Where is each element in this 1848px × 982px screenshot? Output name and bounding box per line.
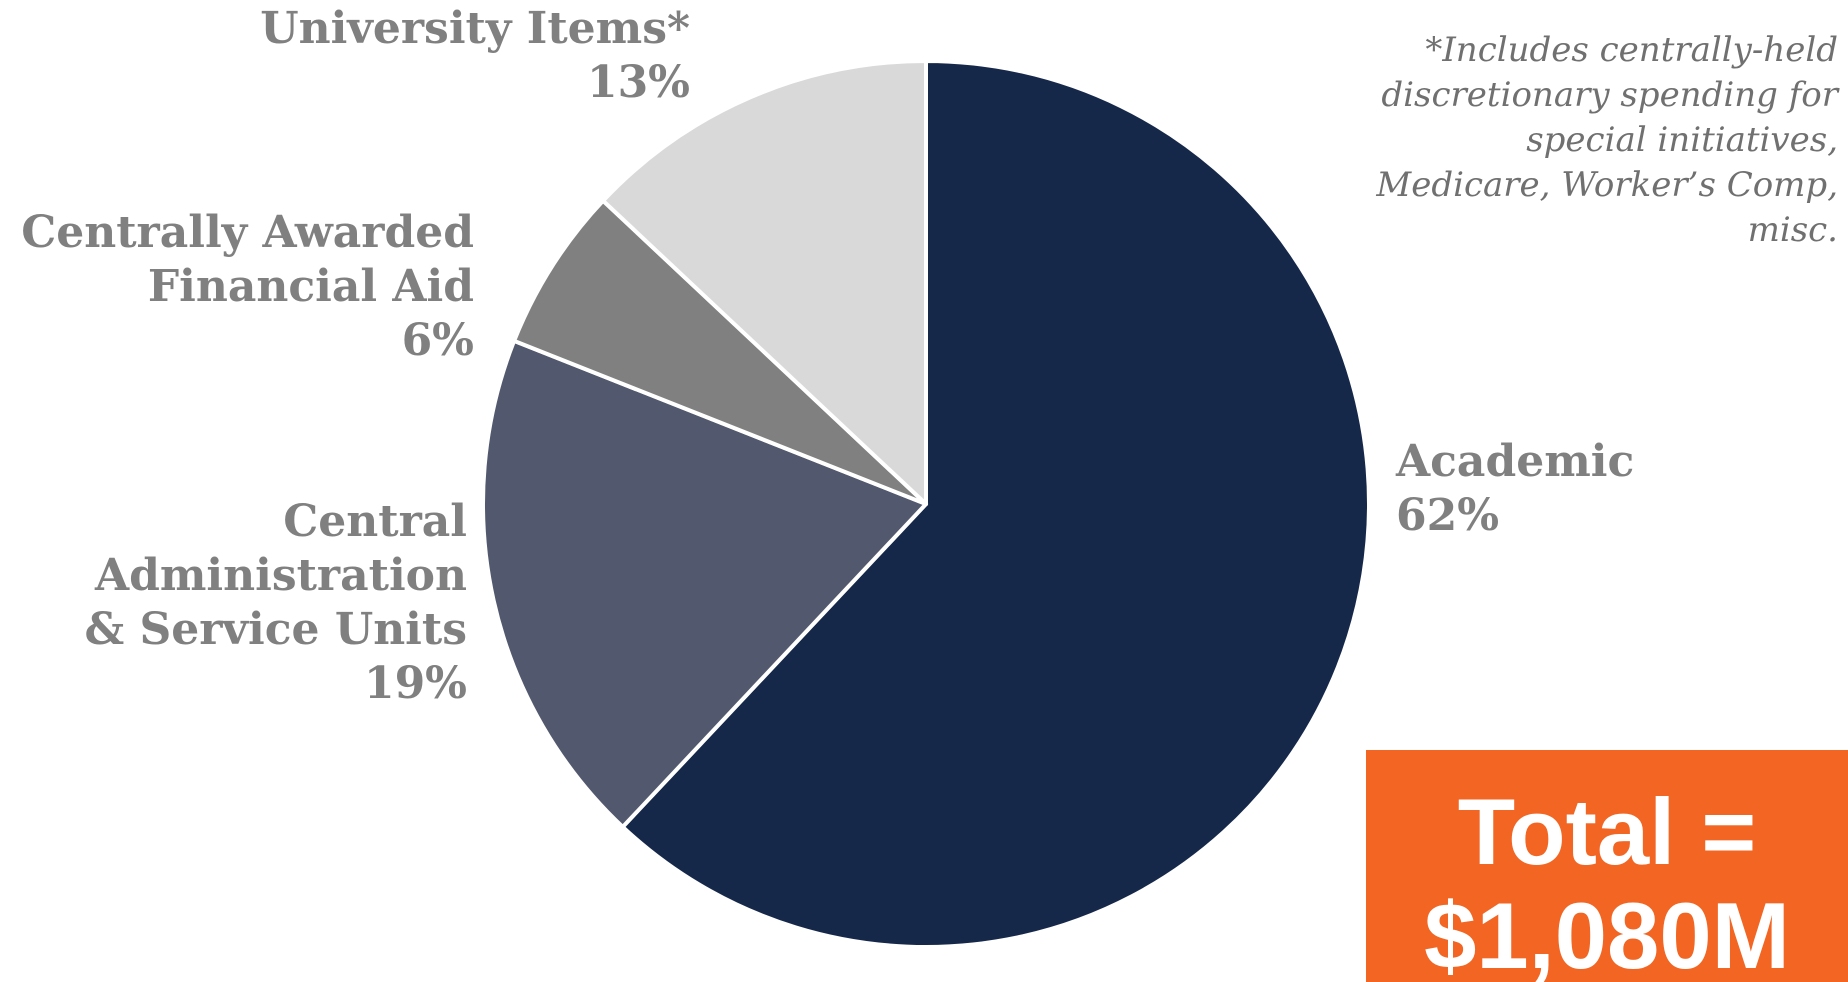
- total-label: Total =: [1457, 779, 1757, 884]
- slice-label-university-items-name: University Items*: [260, 3, 690, 54]
- slice-label-university-items-percent: 13%: [586, 57, 690, 108]
- slice-label-academic-percent: 62%: [1396, 490, 1500, 541]
- slice-label-financial-aid-name-line2: Financial Aid: [147, 261, 474, 312]
- slice-label-central-administration-name-line1: Central: [283, 496, 467, 547]
- slice-label-financial-aid-percent: 6%: [401, 315, 474, 366]
- slice-label-university-items: University Items* 13%: [260, 2, 690, 110]
- slice-label-central-administration-name-line3: & Service Units: [84, 604, 467, 655]
- slice-label-central-administration-percent: 19%: [363, 658, 467, 709]
- pie-slices: [481, 59, 1372, 949]
- total-value: $1,080M: [1424, 883, 1790, 982]
- slice-label-academic-name: Academic: [1396, 436, 1635, 487]
- footnote: *Includes centrally-held discretionary s…: [1376, 30, 1838, 250]
- slice-label-financial-aid-name-line1: Centrally Awarded: [21, 207, 474, 258]
- pie-slice-university-items: [601, 59, 928, 506]
- slice-label-central-administration: Central Administration & Service Units 1…: [84, 495, 467, 711]
- total-box: Total = $1,080M: [1366, 750, 1848, 982]
- pie-slice-academic: [620, 59, 1372, 949]
- pie-slice-centrally-awarded-financial-aid: [512, 198, 928, 506]
- pie-slice-central-administration-service-units: [481, 338, 928, 829]
- slice-label-central-administration-name-line2: Administration: [94, 550, 467, 601]
- slice-label-financial-aid: Centrally Awarded Financial Aid 6%: [21, 206, 474, 368]
- slice-label-academic: Academic 62%: [1396, 435, 1634, 543]
